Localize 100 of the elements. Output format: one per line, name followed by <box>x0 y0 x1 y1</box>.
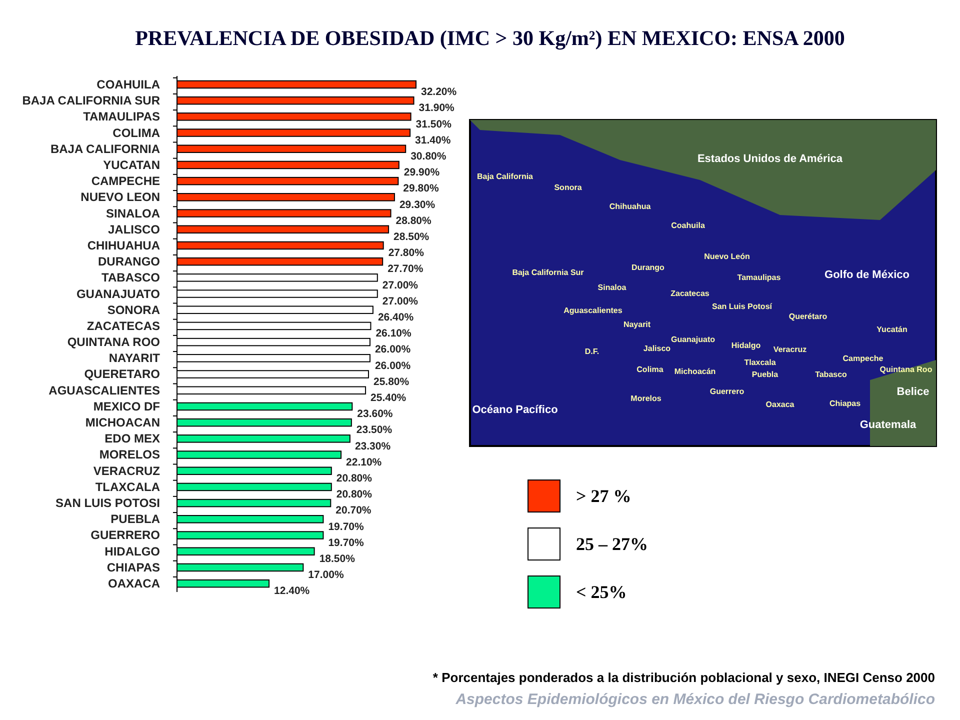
data-label: 17.00% <box>308 569 344 582</box>
data-label: 30.80% <box>410 150 447 162</box>
text: Chihuahua <box>609 202 652 211</box>
text: Aguascalientes <box>564 306 623 315</box>
text: Jalisco <box>643 344 671 353</box>
data-label: 27.80% <box>388 247 425 260</box>
data-label: 20.80% <box>336 472 373 484</box>
y-tick-label: SONORA <box>107 302 160 317</box>
data-label: 28.80% <box>396 214 432 227</box>
text: Quintana Roo <box>880 365 932 374</box>
y-tick-label: VERACRUZ <box>93 464 160 478</box>
data-label: 28.50% <box>394 230 430 243</box>
text: PREVALENCIA DE OBESIDAD (IMC > 30 Kg/m²) EN MEXICO: ENSA 2000 <box>135 26 845 50</box>
text: Baja California Sur <box>512 268 584 277</box>
text: Tabasco <box>815 370 848 379</box>
text: D.F. <box>584 347 600 356</box>
data-label: 23.60% <box>357 408 394 420</box>
text: Nayarit <box>623 320 651 329</box>
text: Oaxaca <box>766 400 795 409</box>
data-label: 31.90% <box>418 102 456 114</box>
data-label: 26.00% <box>374 360 412 372</box>
y-tick-label: MORELOS <box>99 448 160 462</box>
data-label: 25.80% <box>373 376 410 388</box>
text: Guerrero <box>710 387 744 396</box>
data-label: 23.50% <box>356 424 393 436</box>
text: Querétaro <box>788 312 828 321</box>
text: Puebla <box>752 370 779 379</box>
y-tick-label: QUERETARO <box>84 367 160 382</box>
text: Durango <box>632 263 665 272</box>
y-tick-label: BAJA CALIFORNIA SUR <box>22 94 160 108</box>
y-tick-label: TAMAULIPAS <box>83 110 160 124</box>
y-tick-label: COLIMA <box>112 126 160 140</box>
data-label: 18.50% <box>319 552 356 565</box>
data-label: 20.70% <box>336 504 372 517</box>
text: San Luis Potosí <box>712 302 773 311</box>
text: Yucatán <box>876 325 908 334</box>
data-label: 20.80% <box>336 488 373 501</box>
text: Veracruz <box>773 345 807 354</box>
y-tick-label: MEXICO DF <box>93 399 160 414</box>
text: Belice <box>896 386 930 398</box>
text: Tlaxcala <box>744 358 776 367</box>
text: Guatemala <box>860 419 918 431</box>
y-tick-label: PUEBLA <box>110 512 160 526</box>
text: Aspectos Epidemiológicos en México del Riesgo Cardiometabólico <box>454 691 935 708</box>
y-tick-label: CAMPECHE <box>91 174 160 188</box>
text: Colima <box>636 365 664 374</box>
y-tick-label: HIDALGO <box>104 544 160 558</box>
y-tick-label: MICHOACAN <box>85 416 160 430</box>
text: Sinaloa <box>598 283 627 292</box>
text: Estados Unidos de América <box>697 153 844 165</box>
text: Golfo de México <box>824 269 910 281</box>
y-tick-label: TLAXCALA <box>95 480 160 494</box>
data-label: 29.80% <box>403 182 440 195</box>
data-label: 29.30% <box>399 198 436 211</box>
data-label: 19.70% <box>328 520 364 533</box>
data-label: 31.40% <box>415 134 452 146</box>
data-label: 32.20% <box>421 86 458 98</box>
y-tick-label: NAYARIT <box>108 351 161 366</box>
text: Guanajuato <box>670 335 716 344</box>
data-label: 12.40% <box>274 585 310 598</box>
y-tick-label: CHIHUAHUA <box>87 238 160 252</box>
data-label: 26.00% <box>374 344 412 356</box>
data-label: 26.40% <box>378 311 414 324</box>
data-label: 29.90% <box>404 166 440 179</box>
text: Chiapas <box>829 399 862 408</box>
y-tick-label: GUERRERO <box>90 528 160 542</box>
y-tick-label: AGUASCALIENTES <box>48 383 160 398</box>
text: Baja California <box>476 172 534 181</box>
legend-label: 25 – 27% <box>576 534 648 554</box>
y-tick-label: DURANGO <box>98 254 160 269</box>
data-label: 31.50% <box>416 118 452 130</box>
y-tick-label: OAXACA <box>108 576 160 591</box>
y-tick-label: JALISCO <box>108 222 160 236</box>
y-tick-label: YUCATAN <box>103 158 160 172</box>
y-tick-label: EDO MEX <box>104 432 160 446</box>
y-tick-label: BAJA CALIFORNIA <box>50 142 160 156</box>
data-label: 22.10% <box>346 456 382 468</box>
y-tick-label: GUANAJUATO <box>76 286 160 301</box>
y-tick-label: ZACATECAS <box>86 318 160 333</box>
text: * Porcentajes ponderados a la distribución poblacional y sexo, INEGI Censo 2000 <box>432 670 935 685</box>
text: Coahuila <box>671 221 706 230</box>
y-tick-label: SINALOA <box>106 206 160 220</box>
text: Morelos <box>630 394 662 403</box>
data-label: 26.10% <box>376 328 412 340</box>
text: Hidalgo <box>731 341 761 350</box>
text: Tamaulipas <box>737 273 782 282</box>
data-label: 25.40% <box>370 392 407 404</box>
data-label: 23.30% <box>354 440 392 452</box>
legend-label: < 25% <box>576 582 627 602</box>
y-tick-label: COAHUILA <box>96 77 160 92</box>
y-tick-label: SAN LUIS POTOSI <box>56 496 160 510</box>
data-label: 19.70% <box>328 536 364 549</box>
text: Nuevo León <box>704 252 750 261</box>
text: Océano Pacífico <box>472 404 558 416</box>
y-tick-label: TABASCO <box>102 270 160 285</box>
text: Campeche <box>842 354 884 363</box>
y-tick-label: NUEVO LEON <box>80 190 160 204</box>
data-label: 27.70% <box>388 263 424 276</box>
y-tick-label: QUINTANA ROO <box>67 335 160 350</box>
text: Sonora <box>554 183 582 192</box>
